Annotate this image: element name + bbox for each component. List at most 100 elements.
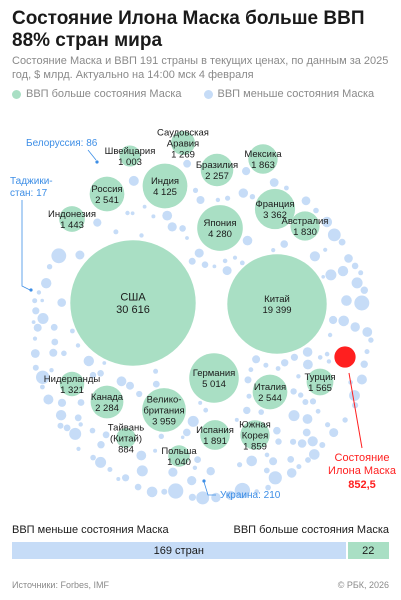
small-country-bubble — [61, 350, 67, 357]
small-country-bubble — [36, 290, 42, 295]
small-country-bubble — [275, 366, 281, 371]
small-country-bubble — [242, 167, 251, 176]
small-country-bubble — [69, 427, 82, 440]
small-country-bubble — [309, 251, 320, 262]
small-country-bubble — [225, 195, 231, 201]
bubble-label-россия: 2 541 — [95, 195, 119, 206]
small-country-bubble — [249, 194, 256, 200]
small-country-bubble — [290, 438, 297, 445]
callout-tajikistan-line — [21, 200, 31, 291]
callout-belarus: Белоруссия: 86 — [26, 138, 98, 149]
small-country-bubble — [305, 457, 311, 463]
small-country-bubble — [269, 178, 279, 187]
small-country-bubble — [321, 275, 326, 279]
callout-tajikistan-dot — [29, 288, 33, 292]
musk-callout-3: 852,5 — [348, 479, 376, 491]
musk-callout-2: Илона Маска — [328, 465, 397, 477]
small-country-bubble — [248, 367, 254, 373]
small-country-bubble — [116, 376, 127, 387]
small-country-bubble — [75, 250, 85, 260]
small-country-bubble — [151, 214, 156, 219]
small-country-bubble — [215, 197, 221, 203]
small-country-bubble — [122, 474, 130, 482]
small-country-bubble — [196, 196, 205, 204]
small-country-bubble — [30, 349, 40, 358]
bubble-китай — [227, 254, 327, 354]
chart-subtitle: Состояние Маска и ВВП 191 страны в текущ… — [12, 55, 389, 81]
small-country-bubble — [97, 370, 104, 377]
small-country-bubble — [136, 450, 147, 461]
small-country-bubble — [40, 384, 45, 390]
small-country-bubble — [31, 320, 36, 324]
bubble-бразилия — [200, 153, 234, 187]
small-country-bubble — [302, 347, 313, 357]
footer-source: Источники: Forbes, IMF — [12, 580, 109, 590]
small-country-bubble — [309, 449, 320, 460]
small-country-bubble — [315, 408, 321, 414]
bubble-label-испания: Испания — [196, 425, 234, 436]
small-country-bubble — [32, 298, 38, 304]
callout-tajikistan-1: Таджики- — [10, 176, 53, 187]
small-country-bubble — [362, 327, 373, 337]
small-country-bubble — [265, 484, 271, 491]
small-country-bubble — [341, 295, 352, 306]
bubble-канада — [90, 385, 124, 419]
bubble-label-турция: Турция — [304, 372, 335, 383]
bubble-label-германия: Германия — [193, 368, 236, 379]
small-country-bubble — [354, 295, 370, 311]
small-country-bubble — [302, 414, 313, 424]
small-country-bubble — [234, 417, 239, 422]
small-country-bubble — [212, 264, 217, 269]
small-country-bubble — [238, 188, 248, 198]
bubble-label-польша: Польша — [161, 446, 197, 457]
small-country-bubble — [349, 390, 360, 401]
small-country-bubble — [307, 436, 318, 447]
small-country-bubble — [136, 390, 143, 398]
callout-ukraine-line — [203, 481, 216, 496]
small-country-bubble — [301, 196, 311, 206]
small-country-bubble — [368, 337, 374, 343]
small-country-bubble — [329, 428, 339, 438]
small-country-bubble — [271, 248, 276, 253]
small-country-bubble — [179, 225, 186, 232]
bubble-label-сша: 30 616 — [116, 304, 150, 316]
small-country-bubble — [302, 399, 309, 405]
bubble-label-франция: Франция — [256, 199, 295, 210]
callout-belarus-dot — [95, 160, 99, 164]
bubble-label-мексика: 1 863 — [251, 160, 275, 171]
footer-copyright: © РБК, 2026 — [337, 580, 389, 590]
small-country-bubble — [76, 446, 81, 451]
legend-label-greater: ВВП больше состояния Маска — [26, 88, 182, 100]
small-country-bubble — [338, 315, 350, 327]
small-country-bubble — [296, 374, 301, 379]
small-country-bubble — [264, 452, 270, 458]
bubble-италия — [252, 374, 288, 410]
small-country-bubble — [130, 211, 135, 216]
small-country-bubble — [203, 407, 209, 413]
small-country-bubble — [296, 464, 302, 470]
small-country-bubble — [162, 210, 173, 221]
share-bar: 169 стран 22 — [12, 542, 389, 559]
bubble-label-бразилия: Бразилия — [196, 160, 238, 171]
bubble-label-испания: 1 891 — [203, 436, 227, 447]
small-country-bubble — [49, 348, 58, 357]
small-country-bubble — [63, 424, 71, 432]
small-country-bubble — [126, 381, 134, 390]
small-country-bubble — [102, 361, 107, 365]
bubble-label-мексика: Мексика — [244, 149, 282, 160]
bubble-индия — [142, 163, 188, 209]
small-country-bubble — [77, 399, 85, 406]
bubble-нидерланды — [59, 371, 85, 397]
callout-ukraine: Украина: 210 — [220, 490, 281, 501]
small-country-bubble — [302, 428, 311, 437]
small-country-bubble — [337, 265, 349, 277]
bubble-label-индия: 4 125 — [153, 187, 177, 198]
small-country-bubble — [37, 313, 49, 324]
small-country-bubble — [57, 422, 64, 429]
small-country-bubble — [338, 238, 346, 246]
bubble-label-канада: Канада — [91, 392, 124, 403]
bubble-label-швейцария: 1 003 — [118, 157, 142, 168]
bubble-label-россия: Россия — [91, 184, 122, 195]
small-country-bubble — [194, 248, 204, 258]
